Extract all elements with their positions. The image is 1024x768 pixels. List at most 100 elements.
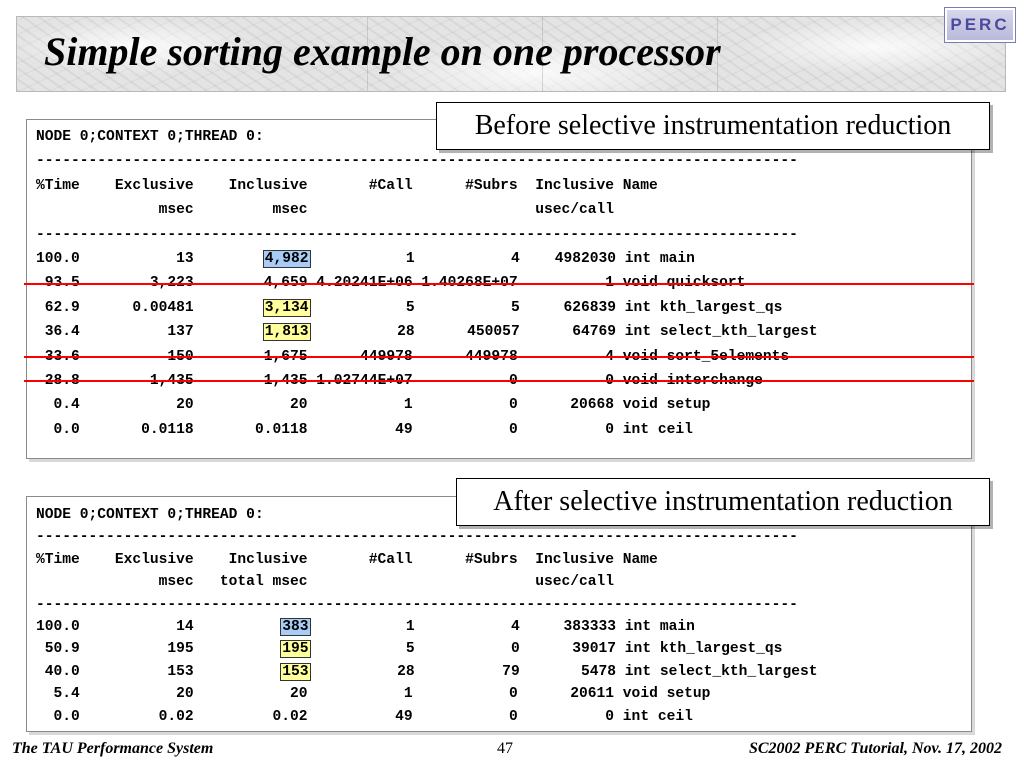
after-table-row: 40.0 153 153 28 79 5478 int select_kth_l…	[36, 661, 817, 683]
strike-line	[24, 283, 974, 285]
after-table-row: 0.0 0.02 0.02 49 0 0 int ceil	[36, 706, 817, 728]
function-name-cell: int kth_largest_qs	[616, 641, 783, 658]
subrs-cell: 0	[412, 421, 518, 438]
slide-title: Simple sorting example on one processor	[44, 29, 721, 74]
inclusive-cell: 0.02	[272, 708, 308, 725]
inclusive-cell: 1,813	[262, 323, 311, 342]
function-name-cell: int ceil	[614, 421, 693, 438]
call-count-cell: 1	[307, 686, 413, 703]
before-separator: ----------------------------------------…	[36, 153, 798, 170]
exclusive-cell: 153	[79, 663, 194, 680]
inclusive-usec-cell: 20611	[517, 686, 615, 703]
pct-time-cell: 100.0	[36, 251, 80, 268]
title-banner	[16, 16, 1006, 92]
subrs-cell: 450057	[414, 324, 520, 341]
function-name-cell: int ceil	[614, 708, 693, 725]
footer-left: The TAU Performance System	[12, 740, 214, 757]
inclusive-usec-cell: 0	[517, 708, 615, 725]
subrs-cell: 0	[412, 708, 518, 725]
strike-line	[24, 356, 974, 358]
call-count-cell: 1	[307, 397, 413, 414]
inclusive-usec-cell: 4982030	[519, 251, 617, 268]
after-table-row: 5.4 20 20 1 0 20611 void setup	[36, 683, 817, 705]
exclusive-cell: 195	[79, 641, 194, 658]
inclusive-cell: 153	[280, 662, 311, 681]
pct-time-cell: 0.4	[36, 397, 80, 414]
call-count-cell: 5	[309, 299, 415, 316]
pct-time-cell: 62.9	[36, 299, 80, 316]
call-count-cell: 5	[309, 641, 415, 658]
call-count-cell: 28	[309, 663, 415, 680]
after-table-row: 100.0 14 383 1 4 383333 int main	[36, 616, 817, 638]
subrs-cell: 4	[414, 619, 520, 636]
before-callout: Before selective instrumentation reducti…	[436, 102, 990, 150]
call-count-cell: 1	[309, 251, 415, 268]
exclusive-cell: 137	[79, 324, 194, 341]
inclusive-usec-cell: 626839	[519, 299, 617, 316]
inclusive-usec-cell: 39017	[519, 641, 617, 658]
call-count-cell: 1	[309, 619, 415, 636]
function-name-cell: void setup	[614, 397, 711, 414]
subrs-cell: 0	[414, 641, 520, 658]
call-count-cell: 28	[309, 324, 415, 341]
after-callout: After selective instrumentation reductio…	[456, 478, 990, 526]
inclusive-cell: 195	[280, 640, 311, 659]
before-table-row: 62.9 0.00481 3,134 5 5 626839 int kth_la…	[36, 296, 817, 320]
inclusive-cell: 0.0118	[254, 421, 308, 438]
before-header-units-row: msec msec usec/call	[36, 202, 615, 219]
before-table-row: 100.0 13 4,982 1 4 4982030 int main	[36, 247, 817, 271]
exclusive-cell: 0.02	[79, 708, 194, 725]
pct-time-cell: 40.0	[36, 663, 80, 680]
inclusive-cell: 383	[280, 618, 311, 637]
inclusive-usec-cell: 0	[517, 421, 615, 438]
call-count-cell: 49	[307, 421, 413, 438]
exclusive-cell: 20	[79, 397, 194, 414]
function-name-cell: int main	[616, 619, 695, 636]
inclusive-usec-cell: 383333	[519, 619, 617, 636]
function-name-cell: int select_kth_largest	[616, 324, 818, 341]
after-profile-text: NODE 0;CONTEXT 0;THREAD 0: --------------…	[36, 504, 817, 750]
call-count-cell: 49	[307, 708, 413, 725]
inclusive-usec-cell: 64769	[519, 324, 617, 341]
footer-right: SC2002 PERC Tutorial, Nov. 17, 2002	[748, 740, 1002, 757]
function-name-cell: int main	[616, 251, 695, 268]
subrs-cell: 5	[414, 299, 520, 316]
banner-seam	[542, 17, 543, 91]
banner-seam	[717, 17, 718, 91]
pct-time-cell: 0.0	[36, 421, 80, 438]
subrs-cell: 0	[412, 397, 518, 414]
after-separator: ----------------------------------------…	[36, 529, 798, 546]
before-profile-panel: NODE 0;CONTEXT 0;THREAD 0: --------------…	[26, 119, 972, 459]
before-separator: ----------------------------------------…	[36, 226, 798, 243]
exclusive-cell: 0.0118	[79, 421, 194, 438]
after-profile-panel: NODE 0;CONTEXT 0;THREAD 0: --------------…	[26, 496, 972, 732]
subrs-cell: 79	[414, 663, 520, 680]
pct-time-cell: 36.4	[36, 324, 80, 341]
inclusive-cell: 20	[290, 397, 308, 414]
inclusive-usec-cell: 5478	[519, 663, 617, 680]
exclusive-cell: 0.00481	[79, 299, 194, 316]
before-profile-text: NODE 0;CONTEXT 0;THREAD 0: --------------…	[36, 125, 817, 467]
perc-logo: PERC	[944, 7, 1016, 43]
before-table-row: 36.4 137 1,813 28 450057 64769 int selec…	[36, 320, 817, 344]
function-name-cell: void setup	[614, 686, 711, 703]
logo-text: PERC	[950, 15, 1010, 34]
exclusive-cell: 20	[79, 686, 194, 703]
inclusive-usec-cell: 20668	[517, 397, 615, 414]
subrs-cell: 4	[414, 251, 520, 268]
before-node-line: NODE 0;CONTEXT 0;THREAD 0:	[36, 129, 264, 145]
after-node-line: NODE 0;CONTEXT 0;THREAD 0:	[36, 507, 264, 523]
after-header-row: %Time Exclusive Inclusive #Call #Subrs I…	[36, 551, 658, 568]
function-name-cell: int select_kth_largest	[616, 663, 818, 680]
pct-time-cell: 100.0	[36, 619, 80, 636]
inclusive-cell: 4,982	[262, 250, 311, 269]
function-name-cell: int kth_largest_qs	[616, 299, 783, 316]
after-separator: ----------------------------------------…	[36, 596, 798, 613]
before-table-row: 0.4 20 20 1 0 20668 void setup	[36, 393, 817, 417]
banner-seam	[367, 17, 368, 91]
inclusive-cell: 3,134	[262, 298, 311, 317]
pct-time-cell: 50.9	[36, 641, 80, 658]
before-table-row: 0.0 0.0118 0.0118 49 0 0 int ceil	[36, 418, 817, 442]
after-header-units-row: msec total msec usec/call	[36, 574, 615, 591]
pct-time-cell: 0.0	[36, 708, 80, 725]
